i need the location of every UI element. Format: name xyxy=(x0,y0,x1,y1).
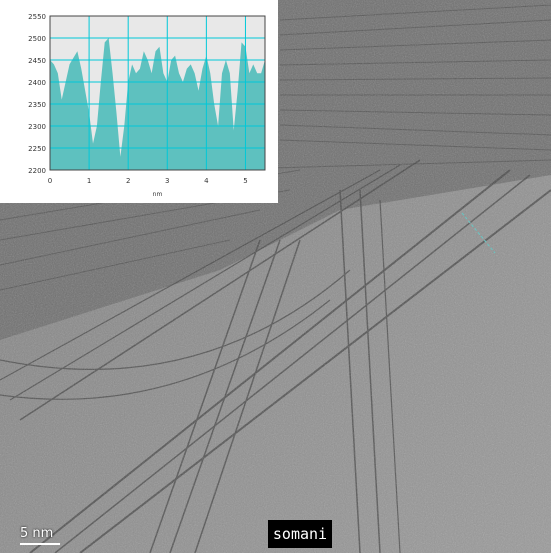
scale-bar: 5 nm xyxy=(20,526,80,546)
x-tick-label: 1 xyxy=(87,177,91,185)
y-tick-label: 2450 xyxy=(28,57,46,65)
x-tick-label: 2 xyxy=(126,177,130,185)
profile-inset-chart: 2550 2500 2450 2400 2350 2300 2250 2200 0 1 2 3 4 5 nm xyxy=(0,0,278,203)
x-tick-label: 0 xyxy=(48,177,52,185)
y-tick-label: 2250 xyxy=(28,145,46,153)
y-tick-label: 2200 xyxy=(28,167,46,175)
plot-frame xyxy=(49,15,266,171)
x-tick-label: 4 xyxy=(204,177,209,185)
y-tick-label: 2400 xyxy=(28,79,46,87)
y-tick-label: 2550 xyxy=(28,13,46,21)
y-tick-label: 2350 xyxy=(28,101,46,109)
scale-bar-line xyxy=(20,543,60,545)
y-tick-label: 2500 xyxy=(28,35,46,43)
x-tick-label: 5 xyxy=(243,177,247,185)
watermark-label: somani xyxy=(268,520,332,548)
x-tick-label: 3 xyxy=(165,177,169,185)
y-tick-label: 2300 xyxy=(28,123,46,131)
scale-bar-label: 5 nm xyxy=(20,526,54,541)
x-axis-label: nm xyxy=(153,191,163,198)
